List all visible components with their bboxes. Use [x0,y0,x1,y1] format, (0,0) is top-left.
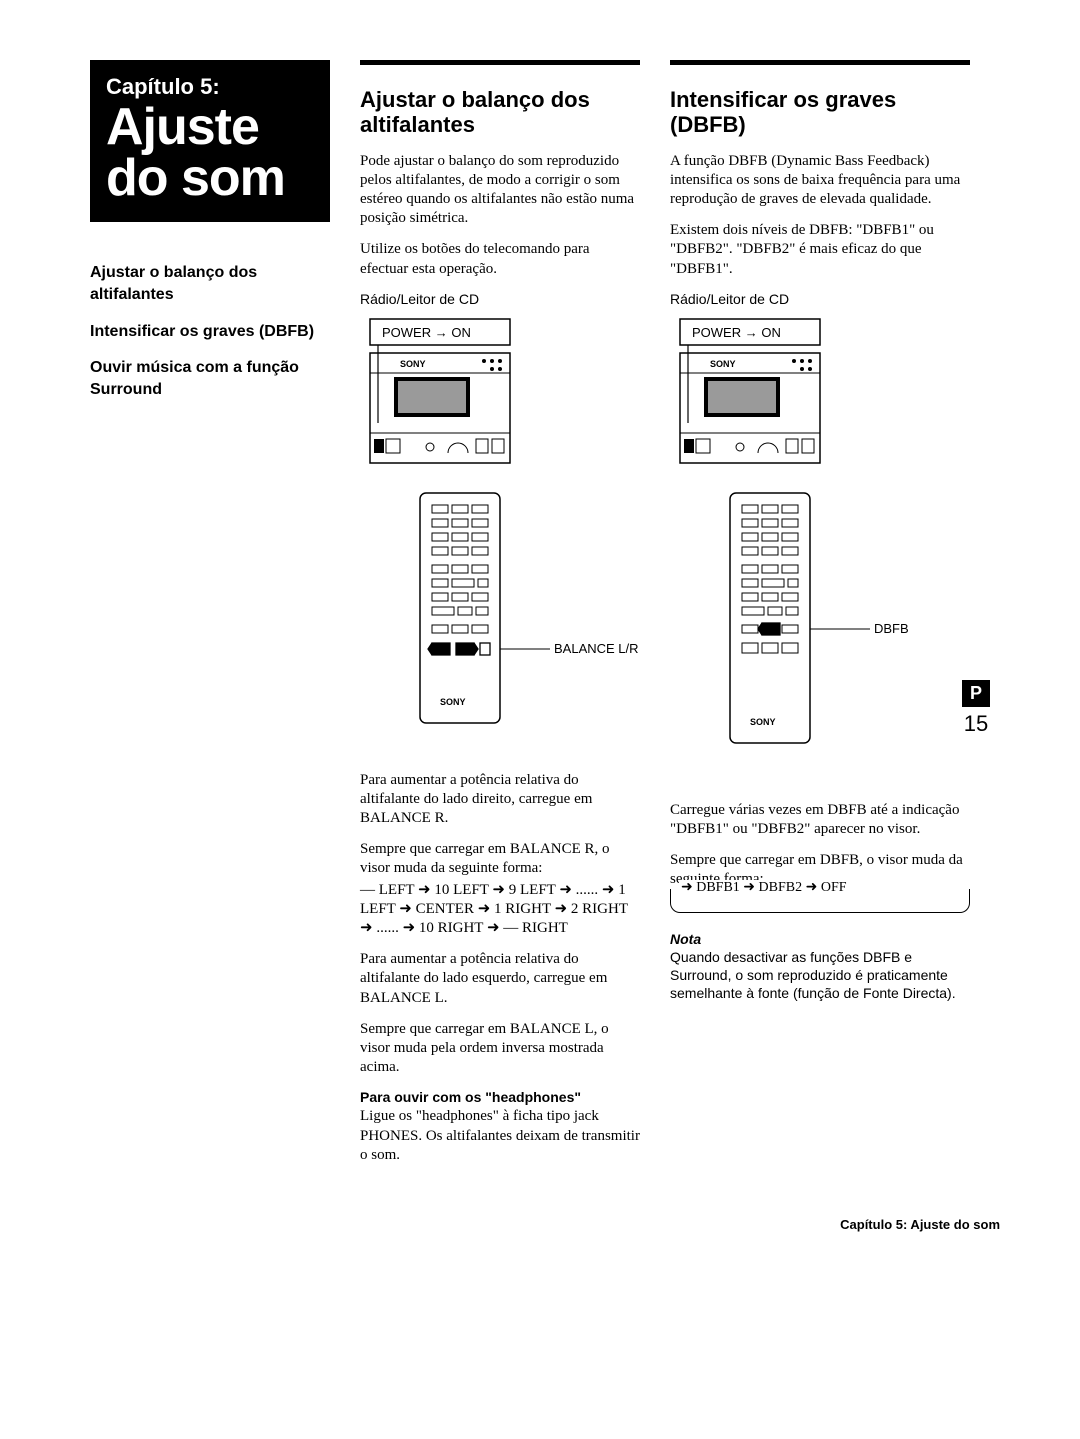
diagram-receiver-remote: POWER → ON SONY [670,313,970,783]
toc-item: Intensificar os graves (DBFB) [90,321,330,343]
side-tab-page: 15 [962,711,990,737]
sequence-text: — LEFT ➜ 10 LEFT ➜ 9 LEFT ➜ ...... ➜ 1 L… [360,881,640,939]
side-tab-letter: P [962,680,990,707]
device-label: Rádio/Leitor de CD [360,291,640,307]
chapter-kicker: Capítulo 5: [106,74,314,100]
brand-label: SONY [440,697,466,707]
paragraph: Sempre que carregar em BALANCE R, o viso… [360,840,640,878]
diagram-receiver-remote: POWER → ON SONY [360,313,640,753]
cycle-text: ➜ DBFB1 ➜ DBFB2 ➜ OFF [679,880,849,895]
toc-item: Ajustar o balanço dos altifalantes [90,262,330,307]
paragraph: Utilize os botões do telecomando para ef… [360,240,640,278]
paragraph: Pode ajustar o balanço do som reproduzid… [360,152,640,229]
remote-callout: BALANCE L/R [554,641,639,656]
note-text: Quando desactivar as funções DBFB e Surr… [670,949,970,1003]
paragraph: Existem dois níveis de DBFB: "DBFB1" ou … [670,221,970,279]
paragraph: Para aumentar a potência relativa do alt… [360,771,640,829]
paragraph: A função DBFB (Dynamic Bass Feedback) in… [670,152,970,210]
note-heading: Nota [670,931,970,947]
paragraph: Carregue várias vezes em DBFB até a indi… [670,801,970,839]
chapter-heading-block: Capítulo 5: Ajuste do som [90,60,330,222]
brand-label: SONY [750,717,776,727]
toc-item: Ouvir música com a função Surround [90,357,330,402]
section-title: Ajustar o balanço dos altifalantes [360,60,640,138]
chapter-toc: Ajustar o balanço dos altifalantes Inten… [90,262,330,402]
device-label: Rádio/Leitor de CD [670,291,970,307]
subheading: Para ouvir com os "headphones" [360,1089,640,1105]
cycle-diagram: ➜ DBFB1 ➜ DBFB2 ➜ OFF [670,889,970,913]
paragraph: Ligue os "headphones" à ficha tipo jack … [360,1107,640,1165]
brand-label: SONY [710,359,736,369]
chapter-title-line1: Ajuste [106,102,314,153]
paragraph: Para aumentar a potência relativa do alt… [360,950,640,1008]
chapter-title-line2: do som [106,153,314,204]
page-footer: Capítulo 5: Ajuste do som [90,1217,1000,1232]
power-label: POWER → ON [382,325,471,340]
remote-callout: DBFB [874,621,909,636]
section-title: Intensificar os graves (DBFB) [670,60,970,138]
brand-label: SONY [400,359,426,369]
power-label: POWER → ON [692,325,781,340]
paragraph: Sempre que carregar em BALANCE L, o viso… [360,1020,640,1078]
page-side-tab: P 15 [962,680,990,737]
